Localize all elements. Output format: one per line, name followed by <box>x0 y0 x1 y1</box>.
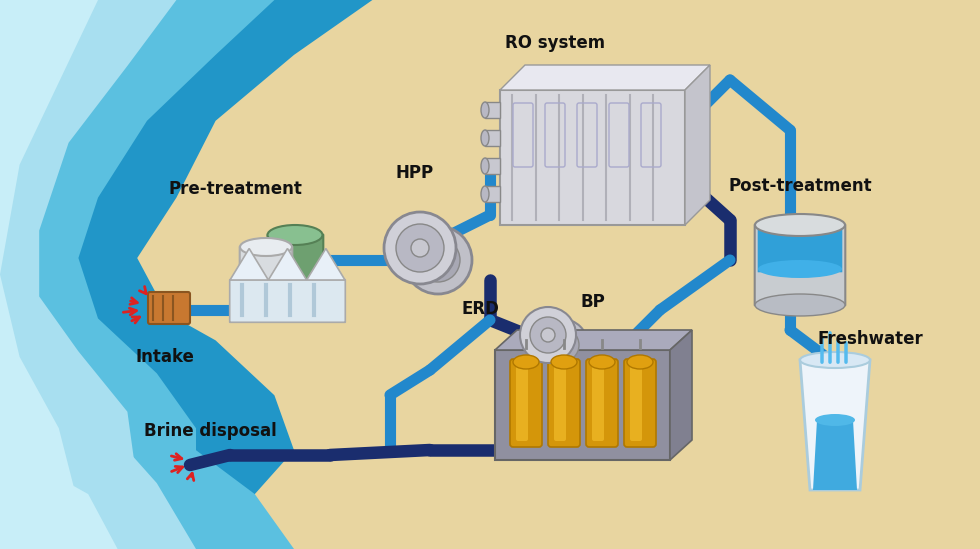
Ellipse shape <box>800 352 870 368</box>
Ellipse shape <box>589 355 615 369</box>
FancyBboxPatch shape <box>755 225 846 305</box>
Ellipse shape <box>513 355 539 369</box>
FancyBboxPatch shape <box>624 359 656 447</box>
Text: Post-treatment: Post-treatment <box>728 177 872 195</box>
Ellipse shape <box>411 239 429 257</box>
Text: Freshwater: Freshwater <box>817 330 923 348</box>
Text: Intake: Intake <box>135 348 194 366</box>
Ellipse shape <box>384 212 456 284</box>
FancyBboxPatch shape <box>229 279 345 322</box>
Polygon shape <box>0 412 294 549</box>
Ellipse shape <box>240 238 292 256</box>
Ellipse shape <box>541 328 555 342</box>
Ellipse shape <box>520 307 576 363</box>
Ellipse shape <box>481 102 489 118</box>
Ellipse shape <box>755 214 845 236</box>
Ellipse shape <box>481 158 489 174</box>
Polygon shape <box>230 249 269 280</box>
Polygon shape <box>485 130 500 146</box>
Text: HPP: HPP <box>396 164 434 182</box>
Polygon shape <box>0 472 118 549</box>
Polygon shape <box>485 158 500 174</box>
Text: RO system: RO system <box>505 34 605 52</box>
Polygon shape <box>495 350 670 460</box>
Polygon shape <box>495 330 692 350</box>
Polygon shape <box>813 420 857 490</box>
Text: Pre-treatment: Pre-treatment <box>168 180 302 198</box>
Polygon shape <box>0 0 98 549</box>
Ellipse shape <box>536 319 588 371</box>
FancyBboxPatch shape <box>268 235 323 305</box>
FancyBboxPatch shape <box>548 359 580 447</box>
Polygon shape <box>500 90 685 225</box>
Ellipse shape <box>240 304 292 320</box>
FancyBboxPatch shape <box>586 359 618 447</box>
Polygon shape <box>500 65 710 90</box>
FancyBboxPatch shape <box>510 359 542 447</box>
Polygon shape <box>0 0 274 549</box>
FancyBboxPatch shape <box>516 365 528 441</box>
Polygon shape <box>685 65 710 225</box>
Polygon shape <box>0 0 372 549</box>
FancyBboxPatch shape <box>554 365 566 441</box>
Ellipse shape <box>627 355 653 369</box>
Ellipse shape <box>758 260 842 278</box>
Ellipse shape <box>404 226 472 294</box>
Polygon shape <box>0 439 196 549</box>
Ellipse shape <box>481 130 489 146</box>
Polygon shape <box>485 102 500 118</box>
Ellipse shape <box>530 317 566 353</box>
Ellipse shape <box>545 328 579 362</box>
FancyBboxPatch shape <box>240 247 292 312</box>
Ellipse shape <box>396 224 444 272</box>
FancyBboxPatch shape <box>758 228 842 272</box>
Polygon shape <box>800 360 870 490</box>
Ellipse shape <box>481 186 489 202</box>
Polygon shape <box>0 0 176 549</box>
Text: Brine disposal: Brine disposal <box>144 422 276 440</box>
Ellipse shape <box>416 238 460 282</box>
FancyBboxPatch shape <box>148 292 190 324</box>
Text: ERD: ERD <box>461 300 499 318</box>
FancyBboxPatch shape <box>630 365 642 441</box>
Polygon shape <box>269 249 307 280</box>
Ellipse shape <box>268 225 322 245</box>
Ellipse shape <box>815 414 855 426</box>
Polygon shape <box>307 249 345 280</box>
Ellipse shape <box>268 296 322 314</box>
Polygon shape <box>485 186 500 202</box>
Ellipse shape <box>755 294 845 316</box>
Polygon shape <box>670 330 692 460</box>
FancyBboxPatch shape <box>592 365 604 441</box>
Text: BP: BP <box>580 293 605 311</box>
Ellipse shape <box>551 355 577 369</box>
